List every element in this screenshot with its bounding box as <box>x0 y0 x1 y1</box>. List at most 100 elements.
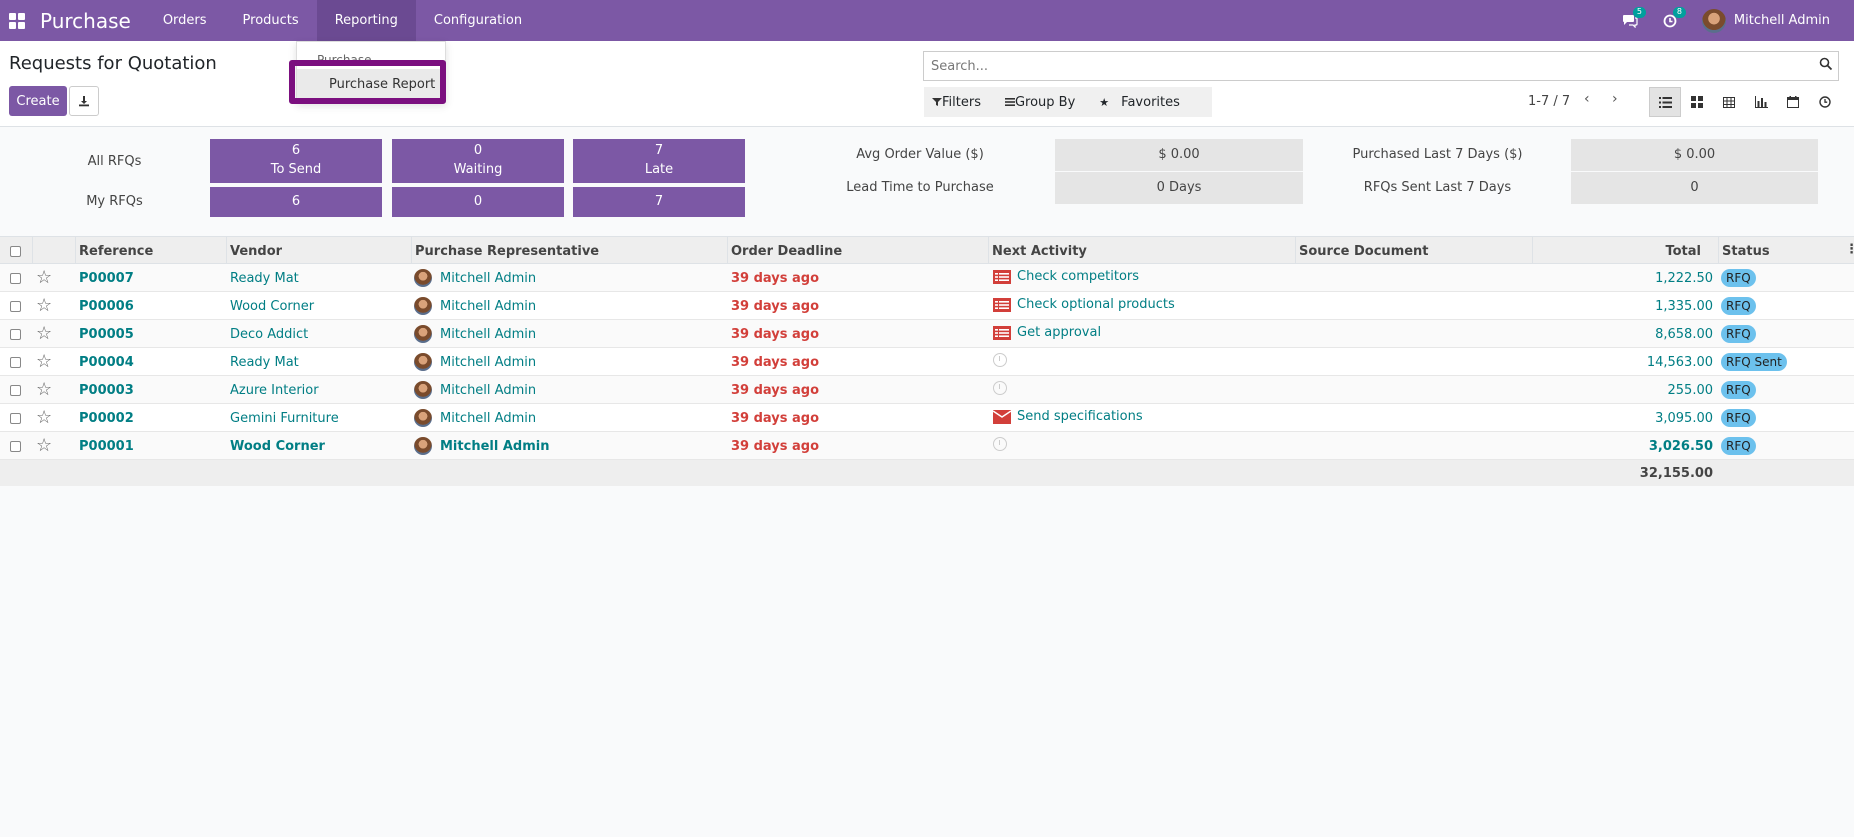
header-purchase-representative[interactable]: Purchase Representative <box>415 244 600 259</box>
row-checkbox[interactable] <box>10 413 21 424</box>
clock-icon[interactable] <box>993 437 1007 451</box>
star-icon[interactable]: ☆ <box>36 407 53 428</box>
activity-view-button[interactable] <box>1809 87 1841 117</box>
table-row[interactable]: ☆ P00006 Wood Corner Mitchell Admin 39 days … <box>0 292 1854 320</box>
favorites-button[interactable]: ★ Favorites <box>1099 95 1192 110</box>
tasks-icon[interactable] <box>993 325 1011 340</box>
table-row[interactable]: ☆ P00007 Ready Mat Mitchell Admin 39 days ag… <box>0 264 1854 292</box>
next-activity-cell[interactable] <box>993 381 1007 395</box>
filters-button[interactable]: Filters <box>932 95 993 110</box>
clock-icon[interactable] <box>993 381 1007 395</box>
representative-cell[interactable]: Mitchell Admin <box>414 409 536 427</box>
table-row[interactable]: ☆ P00001 Wood Corner Mitchell Admin 39 days … <box>0 432 1854 460</box>
menu-products[interactable]: Products <box>242 13 299 28</box>
export-button[interactable] <box>69 86 99 116</box>
list-view-button[interactable] <box>1649 87 1681 117</box>
pager-next-button[interactable]: › <box>1612 91 1618 107</box>
tile-my-waiting[interactable]: 0 <box>392 187 564 217</box>
table-row[interactable]: ☆ P00002 Gemini Furniture Mitchell Admin 39 … <box>0 404 1854 432</box>
menu-orders[interactable]: Orders <box>162 13 207 28</box>
header-reference[interactable]: Reference <box>79 244 154 259</box>
reference-cell[interactable]: P00005 <box>79 327 134 342</box>
reference-cell[interactable]: P00004 <box>79 355 134 370</box>
activities-button[interactable]: 8 <box>1650 0 1690 41</box>
vendor-cell[interactable]: Gemini Furniture <box>230 411 339 426</box>
row-checkbox[interactable] <box>10 301 21 312</box>
vendor-cell[interactable]: Ready Mat <box>230 355 299 370</box>
menu-item-purchase-report[interactable]: Purchase Report <box>297 69 445 99</box>
envelope-icon[interactable] <box>992 409 1012 424</box>
search-input[interactable]: Search... <box>923 51 1839 81</box>
pager-value[interactable]: 1-7 / 7 <box>1528 94 1571 109</box>
optional-columns-icon[interactable]: ⋮ <box>1845 242 1854 257</box>
create-button[interactable]: Create <box>9 86 67 116</box>
representative-cell[interactable]: Mitchell Admin <box>414 353 536 371</box>
representative-cell[interactable]: Mitchell Admin <box>414 437 549 455</box>
star-icon[interactable]: ☆ <box>36 267 53 288</box>
vendor-cell[interactable]: Ready Mat <box>230 271 299 286</box>
star-icon[interactable]: ☆ <box>36 323 53 344</box>
next-activity-cell[interactable]: Check optional products <box>993 297 1175 312</box>
star-icon[interactable]: ☆ <box>36 295 53 316</box>
header-order-deadline[interactable]: Order Deadline <box>731 244 843 259</box>
graph-view-button[interactable] <box>1745 87 1777 117</box>
tasks-icon[interactable] <box>993 297 1011 312</box>
next-activity-cell[interactable] <box>993 353 1007 367</box>
next-activity-cell[interactable]: Check competitors <box>993 269 1139 284</box>
reference-cell[interactable]: P00007 <box>79 271 134 286</box>
header-source-document[interactable]: Source Document <box>1299 244 1429 259</box>
tile-late[interactable]: 7 Late <box>573 139 745 183</box>
row-checkbox[interactable] <box>10 329 21 340</box>
table-row[interactable]: ☆ P00004 Ready Mat Mitchell Admin 39 days ag… <box>0 348 1854 376</box>
reference-cell[interactable]: P00003 <box>79 383 134 398</box>
vendor-cell[interactable]: Deco Addict <box>230 327 309 342</box>
tile-waiting[interactable]: 0 Waiting <box>392 139 564 183</box>
row-checkbox[interactable] <box>10 357 21 368</box>
star-icon[interactable]: ☆ <box>36 379 53 400</box>
apps-menu-icon[interactable] <box>0 0 34 41</box>
header-vendor[interactable]: Vendor <box>230 244 283 259</box>
app-brand[interactable]: Purchase <box>40 8 131 33</box>
calendar-view-button[interactable] <box>1777 87 1809 117</box>
reference-cell[interactable]: P00001 <box>79 439 134 454</box>
vendor-cell[interactable]: Azure Interior <box>230 383 319 398</box>
star-icon[interactable]: ☆ <box>36 351 53 372</box>
table-footer: 32,155.00 <box>0 460 1854 486</box>
star-icon[interactable]: ☆ <box>36 435 53 456</box>
messages-button[interactable]: 5 <box>1610 0 1650 41</box>
user-menu[interactable]: Mitchell Admin <box>1690 8 1854 33</box>
representative-cell[interactable]: Mitchell Admin <box>414 297 536 315</box>
header-status[interactable]: Status <box>1722 244 1770 259</box>
kanban-view-button[interactable] <box>1681 87 1713 117</box>
row-checkbox[interactable] <box>10 273 21 284</box>
reference-cell[interactable]: P00002 <box>79 411 134 426</box>
clock-icon[interactable] <box>993 353 1007 367</box>
representative-cell[interactable]: Mitchell Admin <box>414 325 536 343</box>
reference-cell[interactable]: P00006 <box>79 299 134 314</box>
next-activity-cell[interactable]: Send specifications <box>992 409 1143 424</box>
next-activity-cell[interactable]: Get approval <box>993 325 1101 340</box>
row-checkbox[interactable] <box>10 441 21 452</box>
search-icon[interactable] <box>1819 57 1833 71</box>
tasks-icon[interactable] <box>993 269 1011 284</box>
table-row[interactable]: ☆ P00005 Deco Addict Mitchell Admin 39 days … <box>0 320 1854 348</box>
menu-configuration[interactable]: Configuration <box>433 13 523 28</box>
pager-previous-button[interactable]: ‹ <box>1584 91 1590 107</box>
menu-reporting[interactable]: Reporting <box>316 0 416 41</box>
next-activity-cell[interactable] <box>993 437 1007 451</box>
representative-cell[interactable]: Mitchell Admin <box>414 381 536 399</box>
groupby-button[interactable]: Group By <box>1004 95 1087 110</box>
deadline-cell: 39 days ago <box>731 271 820 286</box>
table-row[interactable]: ☆ P00003 Azure Interior Mitchell Admin 39 da… <box>0 376 1854 404</box>
pivot-view-button[interactable] <box>1713 87 1745 117</box>
row-checkbox[interactable] <box>10 385 21 396</box>
representative-cell[interactable]: Mitchell Admin <box>414 269 536 287</box>
tile-my-to-send[interactable]: 6 <box>210 187 382 217</box>
vendor-cell[interactable]: Wood Corner <box>230 439 325 454</box>
header-next-activity[interactable]: Next Activity <box>992 244 1087 259</box>
vendor-cell[interactable]: Wood Corner <box>230 299 315 314</box>
tile-to-send[interactable]: 6 To Send <box>210 139 382 183</box>
select-all-checkbox[interactable] <box>10 246 21 257</box>
tile-my-late[interactable]: 7 <box>573 187 745 217</box>
header-total[interactable]: Total <box>1665 244 1701 259</box>
